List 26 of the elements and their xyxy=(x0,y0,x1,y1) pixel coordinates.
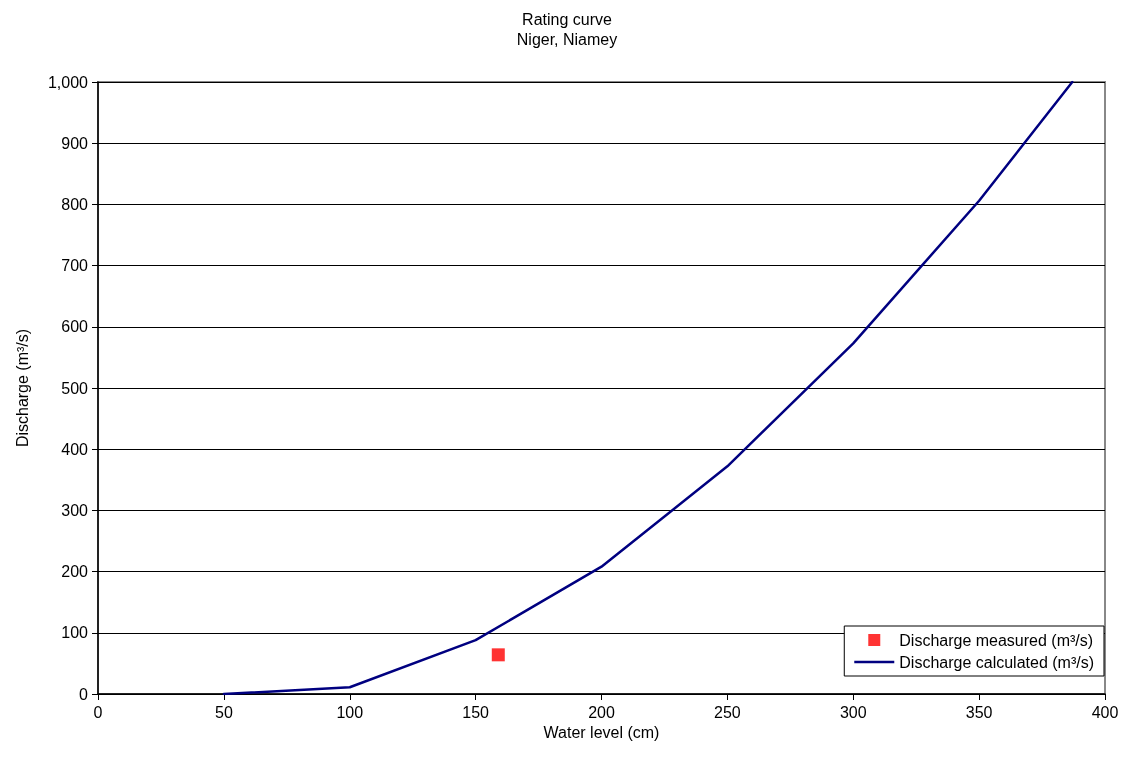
y-tick-label: 0 xyxy=(79,685,89,703)
y-tick-label: 300 xyxy=(61,501,89,519)
x-tick-label: 100 xyxy=(336,703,364,721)
x-axis-title: Water level (cm) xyxy=(543,724,660,742)
y-tick-label: 100 xyxy=(61,624,89,642)
x-tick-label: 50 xyxy=(214,703,233,721)
y-tick-label: 1,000 xyxy=(47,73,89,91)
x-tick-label: 150 xyxy=(462,703,490,721)
y-tick-label: 600 xyxy=(61,318,89,336)
x-tick-label: 400 xyxy=(1091,703,1119,721)
y-tick-label: 900 xyxy=(61,134,89,152)
y-tick-label: 800 xyxy=(61,195,89,213)
chart-subtitle: Niger, Niamey xyxy=(516,30,618,48)
legend-label: Discharge calculated (m³/s) xyxy=(899,653,1095,671)
legend-label: Discharge measured (m³/s) xyxy=(899,631,1094,649)
chart-title: Rating curve xyxy=(522,10,613,28)
y-tick-label: 500 xyxy=(61,379,89,397)
y-tick-label: 700 xyxy=(61,257,89,275)
x-tick-label: 200 xyxy=(588,703,615,721)
x-tick-label: 0 xyxy=(93,703,103,721)
x-tick-label: 350 xyxy=(965,703,993,721)
y-tick-label: 400 xyxy=(61,440,89,458)
x-tick-label: 250 xyxy=(714,703,741,721)
y-axis-title: Discharge (m³/s) xyxy=(13,328,31,448)
y-tick-label: 200 xyxy=(61,563,89,581)
x-tick-label: 300 xyxy=(839,703,867,721)
